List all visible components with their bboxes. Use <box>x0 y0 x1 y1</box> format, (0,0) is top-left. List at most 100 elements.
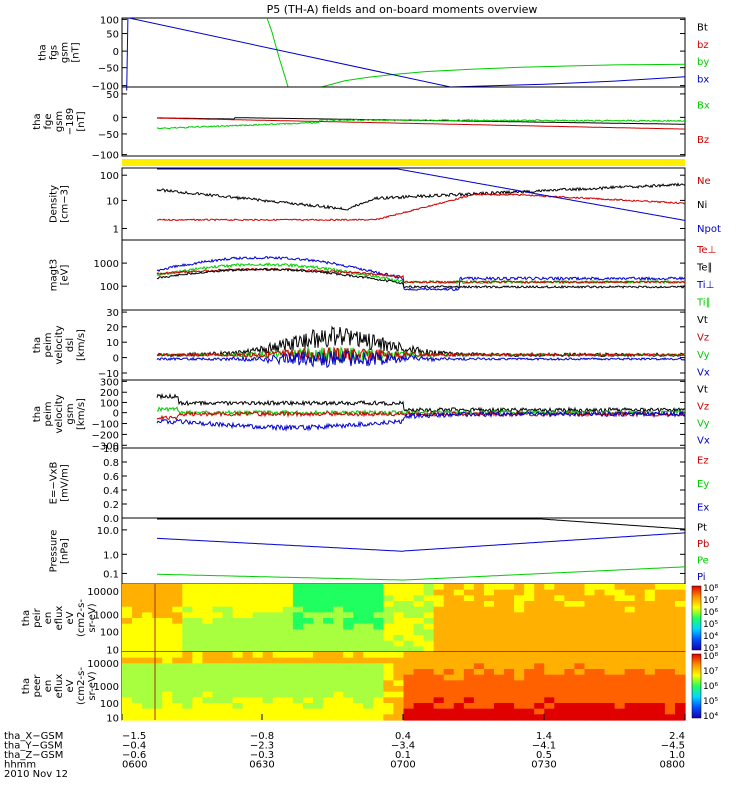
heat-cell <box>654 618 666 625</box>
heat-cell <box>162 663 173 670</box>
heat-cell <box>674 680 686 687</box>
x-tick-label: −0.6 <box>122 750 146 761</box>
heat-cell <box>262 618 274 625</box>
legend-Te⊥: Te⊥ <box>696 245 716 256</box>
legend-by: by <box>697 57 709 68</box>
heat-cell <box>192 601 204 608</box>
heat-cell <box>132 635 143 642</box>
heat-cell <box>674 595 686 602</box>
heat-cell <box>262 674 274 681</box>
heat-cell <box>574 686 586 693</box>
heat-cell <box>383 686 395 693</box>
heat-cell <box>142 618 153 625</box>
heat-cell <box>594 640 606 647</box>
heat-cell <box>403 714 415 721</box>
heat-cell <box>323 680 334 687</box>
heat-cell <box>463 623 475 630</box>
heat-cell <box>162 595 173 602</box>
heat-cell <box>302 652 314 659</box>
heat-cell <box>262 703 274 710</box>
heat-cell <box>282 612 294 619</box>
heat-cell <box>514 657 525 664</box>
heat-cell <box>202 623 214 630</box>
heat-cell <box>473 669 485 676</box>
heat-cell <box>524 595 535 602</box>
heat-cell <box>343 629 354 636</box>
heat-cell <box>634 646 646 653</box>
heat-cell <box>152 703 163 710</box>
heat-cell <box>574 646 586 653</box>
heat-cell <box>272 635 284 642</box>
x-tick-label: −3.4 <box>391 741 415 752</box>
heat-cell <box>654 646 666 653</box>
heat-cell <box>504 674 515 681</box>
y-axis-label: peer <box>32 674 43 698</box>
heat-cell <box>353 589 364 596</box>
heat-cell <box>393 589 405 596</box>
heat-cell <box>353 663 364 670</box>
heat-cell <box>343 680 354 687</box>
heat-cell <box>302 640 314 647</box>
heat-cell <box>423 697 435 704</box>
heat-cell <box>282 629 294 636</box>
heat-cell <box>252 686 264 693</box>
heat-cell <box>343 612 354 619</box>
heat-cell <box>463 657 475 664</box>
heat-cell <box>373 629 384 636</box>
heat-cell <box>212 623 224 630</box>
heat-cell <box>413 708 425 715</box>
heat-cell <box>262 708 274 715</box>
heat-cell <box>453 691 465 698</box>
y-axis-label: peim <box>43 332 54 357</box>
heat-cell <box>443 635 455 642</box>
x-tick-label: 0.4 <box>395 731 411 742</box>
heat-cell <box>272 589 284 596</box>
heat-cell <box>393 663 405 670</box>
y-tick-label: 10 <box>106 338 119 349</box>
colorbar-label: 10⁷ <box>703 667 718 677</box>
heat-cell <box>292 635 304 642</box>
y-axis-label: [nPa] <box>60 538 71 564</box>
heat-cell <box>122 663 133 670</box>
heat-cell <box>383 652 395 659</box>
heat-cell <box>614 657 626 664</box>
heat-cell <box>604 618 616 625</box>
heat-cell <box>172 708 183 715</box>
heat-cell <box>433 635 445 642</box>
heat-cell <box>574 703 586 710</box>
heat-cell <box>252 606 264 613</box>
heat-cell <box>383 680 395 687</box>
heat-cell <box>433 652 445 659</box>
y-tick-label: 0.2 <box>103 500 119 511</box>
heat-cell <box>413 703 425 710</box>
heat-cell <box>644 612 656 619</box>
legend-Ni: Ni <box>697 200 707 211</box>
heat-cell <box>252 669 264 676</box>
heat-cell <box>463 618 475 625</box>
y-tick-label: 1.0 <box>103 444 119 455</box>
heat-cell <box>152 714 163 721</box>
heat-cell <box>654 686 666 693</box>
heat-cell <box>674 669 686 676</box>
heat-cell <box>624 584 636 591</box>
heat-cell <box>142 663 153 670</box>
heat-cell <box>172 623 183 630</box>
legend-Pt: Pt <box>697 522 707 533</box>
heat-cell <box>594 635 606 642</box>
heat-cell <box>132 697 143 704</box>
heat-cell <box>272 657 284 664</box>
heat-cell <box>122 640 133 647</box>
x-tick-label: −0.4 <box>122 741 146 752</box>
heat-cell <box>343 584 354 591</box>
heat-cell <box>242 686 254 693</box>
heat-cell <box>644 663 656 670</box>
heat-cell <box>383 618 395 625</box>
heat-cell <box>282 646 294 653</box>
heat-cell <box>564 680 576 687</box>
heat-cell <box>222 669 234 676</box>
heat-cell <box>132 686 143 693</box>
trace-Ne <box>156 193 686 222</box>
heat-cell <box>373 708 384 715</box>
colorbar-label: 10⁴ <box>703 712 718 722</box>
heat-cell <box>222 629 234 636</box>
